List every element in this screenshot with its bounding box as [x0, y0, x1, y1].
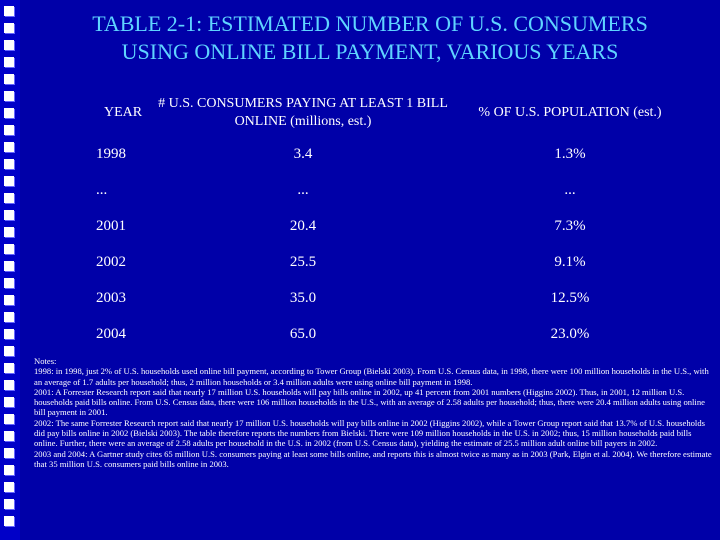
- decorative-square-icon: [4, 448, 14, 458]
- decorative-square-icon: [4, 125, 14, 135]
- cell-year: 2003: [96, 289, 126, 306]
- decorative-square-icon: [4, 295, 14, 305]
- decorative-square-icon: [4, 516, 14, 526]
- page-title: TABLE 2-1: ESTIMATED NUMBER OF U.S. CONS…: [30, 10, 710, 66]
- cell-percent: 9.1%: [554, 253, 586, 270]
- header-year: YEAR: [104, 105, 143, 120]
- decorative-square-icon: [4, 278, 14, 288]
- decorative-square-icon: [4, 329, 14, 339]
- table-row: 2002 25.5 9.1%: [96, 244, 692, 280]
- decorative-square-icon: [4, 482, 14, 492]
- decorative-square-icon: [4, 414, 14, 424]
- title-line-1: TABLE 2-1: ESTIMATED NUMBER OF U.S. CONS…: [92, 11, 648, 36]
- left-decoration-strip: [0, 0, 20, 540]
- notes-block: Notes: 1998: in 1998, just 2% of U.S. ho…: [34, 356, 714, 469]
- decorative-square-icon: [4, 380, 14, 390]
- cell-year: 2004: [96, 325, 126, 342]
- cell-consumers: 35.0: [289, 289, 317, 306]
- cell-percent: 7.3%: [554, 217, 586, 234]
- title-line-2: USING ONLINE BILL PAYMENT, VARIOUS YEARS: [121, 39, 619, 64]
- table-row: 2004 65.0 23.0%: [96, 316, 692, 352]
- cell-year: 1998: [96, 145, 126, 162]
- cell-consumers: 20.4: [289, 217, 317, 234]
- cell-percent: 12.5%: [550, 289, 590, 306]
- cell-percent: 23.0%: [550, 325, 590, 342]
- decorative-square-icon: [4, 312, 14, 322]
- note-2003-2004: 2003 and 2004: A Gartner study cites 65 …: [34, 448, 712, 469]
- decorative-square-icon: [4, 176, 14, 186]
- table-row: 1998 3.4 1.3%: [96, 136, 692, 172]
- decorative-square-icon: [4, 142, 14, 152]
- decorative-square-icon: [4, 227, 14, 237]
- table-row: 2003 35.0 12.5%: [96, 280, 692, 316]
- header-consumers: # U.S. CONSUMERS PAYING AT LEAST 1 BILL …: [158, 96, 448, 129]
- cell-consumers: 3.4: [293, 145, 313, 162]
- decorative-square-icon: [4, 40, 14, 50]
- consumers-table: YEAR # U.S. CONSUMERS PAYING AT LEAST 1 …: [96, 90, 692, 352]
- table-header-row: YEAR # U.S. CONSUMERS PAYING AT LEAST 1 …: [96, 90, 692, 136]
- cell-consumers: ...: [297, 181, 309, 198]
- cell-consumers: 25.5: [289, 253, 317, 270]
- decorative-square-icon: [4, 57, 14, 67]
- decorative-square-icon: [4, 363, 14, 373]
- header-population: % OF U.S. POPULATION (est.): [478, 105, 662, 120]
- decorative-square-icon: [4, 23, 14, 33]
- decorative-square-icon: [4, 346, 14, 356]
- decorative-square-icon: [4, 6, 14, 16]
- cell-year: 2001: [96, 217, 126, 234]
- note-1998: 1998: in 1998, just 2% of U.S. household…: [34, 366, 709, 387]
- decorative-square-icon: [4, 108, 14, 118]
- decorative-square-icon: [4, 244, 14, 254]
- decorative-square-icon: [4, 397, 14, 407]
- table-row: 2001 20.4 7.3%: [96, 208, 692, 244]
- table-row: ... ... ...: [96, 172, 692, 208]
- decorative-square-icon: [4, 431, 14, 441]
- cell-consumers: 65.0: [289, 325, 317, 342]
- note-2002: 2002: The same Forrester Research report…: [34, 417, 705, 449]
- decorative-square-icon: [4, 210, 14, 220]
- decorative-square-icon: [4, 74, 14, 84]
- notes-heading: Notes:: [34, 356, 57, 366]
- cell-percent: ...: [564, 181, 576, 198]
- decorative-square-icon: [4, 193, 14, 203]
- cell-percent: 1.3%: [554, 145, 586, 162]
- cell-year: 2002: [96, 253, 126, 270]
- decorative-square-icon: [4, 261, 14, 271]
- decorative-square-icon: [4, 465, 14, 475]
- cell-year: ...: [96, 181, 108, 198]
- note-2001: 2001: A Forrester Research report said t…: [34, 386, 705, 418]
- decorative-square-icon: [4, 159, 14, 169]
- decorative-square-icon: [4, 499, 14, 509]
- decorative-square-icon: [4, 91, 14, 101]
